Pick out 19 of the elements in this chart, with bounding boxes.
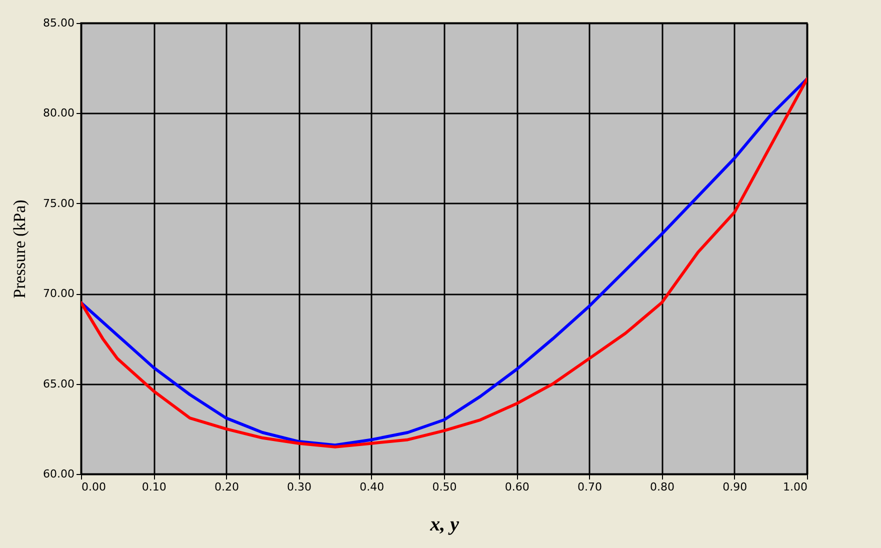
x-tick-label: 0.10 [142,480,166,494]
x-tick-label: 0.80 [650,480,675,494]
y-tick-label: 75.00 [43,196,74,210]
y-tick-label: 65.00 [43,377,74,390]
y-axis-title: Pressure (kPa) [10,200,30,298]
x-tick-label: 0.20 [214,480,239,494]
x-axis-title: x, y [429,514,460,536]
x-tick-label: 0.60 [504,480,530,494]
x-tick-label: 0.90 [722,480,748,494]
x-tick-label: 0.40 [360,480,384,494]
y-tick-label: 60.00 [43,468,74,480]
x-tick-label: 0.70 [577,480,602,494]
x-tick-label: 1.00 [783,480,808,494]
x-tick-label: 0.30 [287,480,312,494]
y-tick-label: 85.00 [43,16,74,30]
y-tick-label: 80.00 [43,106,74,120]
x-tick-label: 0.00 [82,480,106,494]
y-tick-label: 70.00 [43,287,74,300]
x-tick-label: 0.50 [432,480,457,494]
